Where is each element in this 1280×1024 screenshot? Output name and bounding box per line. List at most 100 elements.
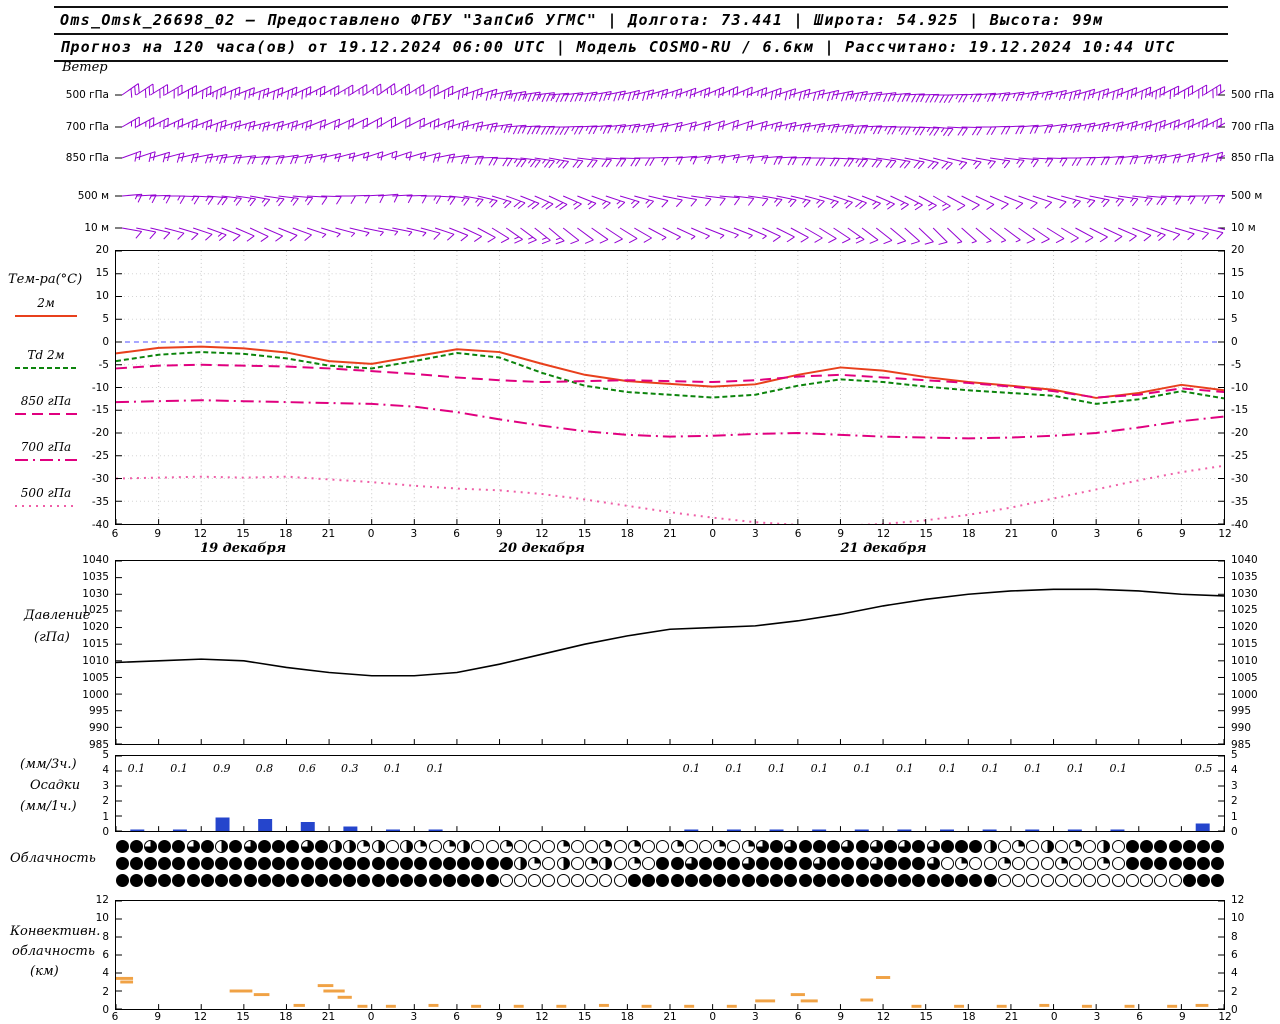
wind-barb xyxy=(691,227,710,240)
wind-barb xyxy=(477,227,496,243)
cloud-cover-symbol xyxy=(627,874,641,887)
convective-cloud-segment xyxy=(317,984,334,988)
cloud-cover-symbol xyxy=(827,857,841,870)
precip-bar xyxy=(897,829,912,831)
cloud-cover-symbol xyxy=(243,874,257,887)
cloud-cover-symbol xyxy=(1111,840,1125,853)
precip-bar xyxy=(1195,823,1210,831)
wind-barb xyxy=(819,89,840,102)
cloud-cover-symbol xyxy=(798,874,812,887)
pressure-ytick-label-right: 1035 xyxy=(1231,570,1258,583)
cloud-cover-symbol xyxy=(741,840,755,853)
cloud-cover-symbol xyxy=(428,874,442,887)
wind-barb xyxy=(1075,122,1096,133)
cloud-cover-symbol xyxy=(1026,840,1040,853)
hour-label-mid: 9 xyxy=(1178,528,1186,540)
wind-barb xyxy=(1203,84,1222,99)
hour-label-bottom: 9 xyxy=(154,1011,162,1023)
wind-barb xyxy=(491,227,510,244)
wind-barb xyxy=(264,87,284,100)
temp-ytick-label-left: -5 xyxy=(98,358,109,371)
hour-label-mid: 12 xyxy=(876,528,891,540)
cloud-cover-symbol xyxy=(513,840,527,853)
cloud-cover-symbol xyxy=(869,840,883,853)
wind-barb xyxy=(947,126,968,136)
wind-barb xyxy=(591,157,612,168)
wind-level-label-left: 700 гПа xyxy=(65,121,109,133)
cloud-cover-symbol xyxy=(983,874,997,887)
wind-barb xyxy=(1089,227,1108,243)
cloud-cover-symbol xyxy=(755,857,769,870)
wind-barb xyxy=(1203,194,1224,204)
cloud-cover-symbol xyxy=(357,874,371,887)
wind-barb xyxy=(1032,90,1053,101)
cloud-cover-symbol xyxy=(997,840,1011,853)
wind-barb xyxy=(435,195,456,205)
cloud-cover-symbol xyxy=(940,840,954,853)
wind-barb xyxy=(918,126,940,136)
wind-barb xyxy=(406,227,427,237)
hour-label-bottom: 18 xyxy=(620,1011,634,1023)
cloud-cover-symbol xyxy=(755,874,769,887)
wind-barb xyxy=(676,227,696,240)
cloud-cover-symbol xyxy=(912,840,926,853)
wind-barb xyxy=(833,124,854,134)
wind-barbs-chart xyxy=(115,72,1225,250)
cloud-cover-symbol xyxy=(471,840,485,853)
wind-barb xyxy=(1146,195,1167,206)
cloud-cover-symbol xyxy=(855,874,869,887)
cloud-cover-symbol xyxy=(385,874,399,887)
hour-label-bottom: 6 xyxy=(794,1011,802,1023)
cloud-cover-symbol xyxy=(115,874,129,887)
cloud-cover-symbol xyxy=(570,874,584,887)
cloud-cover-symbol xyxy=(642,857,656,870)
wind-barb xyxy=(847,227,865,244)
wind-barb xyxy=(833,195,853,209)
cloud-cover-symbol xyxy=(143,840,157,853)
cloud-cover-symbol xyxy=(1054,840,1068,853)
hour-label-bottom: 21 xyxy=(321,1011,336,1023)
hour-label-mid: 12 xyxy=(535,528,549,540)
cloud-cover-symbol xyxy=(613,857,627,870)
wind-barb xyxy=(676,87,697,99)
wind-barb xyxy=(136,151,156,163)
wind-barb xyxy=(591,91,612,102)
wind-barb xyxy=(235,155,257,165)
wind-level-label-right: 10 м xyxy=(1231,222,1256,234)
wind-barb xyxy=(762,87,782,101)
cloud-cover-symbol xyxy=(784,874,798,887)
precip-bar xyxy=(1067,829,1082,831)
wind-barb xyxy=(1146,86,1166,100)
cloud-cover-symbol xyxy=(684,840,698,853)
hour-label-bottom: 12 xyxy=(876,1011,891,1023)
legend-line-sample xyxy=(15,459,77,461)
wind-barb xyxy=(648,227,667,241)
wind-barb xyxy=(662,195,683,208)
wind-level-label-right: 850 гПа xyxy=(1231,152,1275,164)
hour-label-mid: 12 xyxy=(1218,528,1232,540)
wind-barb xyxy=(292,119,313,131)
cloudiness-panel-title: Облачность xyxy=(10,851,96,866)
convective-ytick-label-right: 0 xyxy=(1231,1004,1238,1016)
cloud-cover-symbol xyxy=(1197,840,1211,853)
cloud-cover-symbol xyxy=(698,857,712,870)
pressure-ytick-label-right: 1000 xyxy=(1231,688,1258,701)
wind-barb xyxy=(1217,155,1225,159)
hour-label-bottom: 15 xyxy=(236,1011,250,1023)
convective-cloud-segment xyxy=(726,1004,737,1008)
cloud-cover-symbol xyxy=(485,840,499,853)
cloud-cover-symbol xyxy=(457,874,471,887)
hour-label-mid: 18 xyxy=(279,528,293,540)
cloud-cover-symbol xyxy=(158,857,172,870)
cloud-cover-symbol xyxy=(414,874,428,887)
wind-barb xyxy=(121,227,143,239)
wind-barb xyxy=(377,150,398,161)
wind-barb xyxy=(392,227,413,237)
date-label: 21 декабря xyxy=(840,541,927,556)
wind-barb xyxy=(847,157,869,168)
cloud-cover-symbol xyxy=(784,857,798,870)
convective-panel-title-2: облачность xyxy=(12,944,95,959)
cloud-cover-symbol xyxy=(1040,874,1054,887)
wind-barb xyxy=(733,195,755,206)
cloud-cover-symbol xyxy=(371,857,385,870)
